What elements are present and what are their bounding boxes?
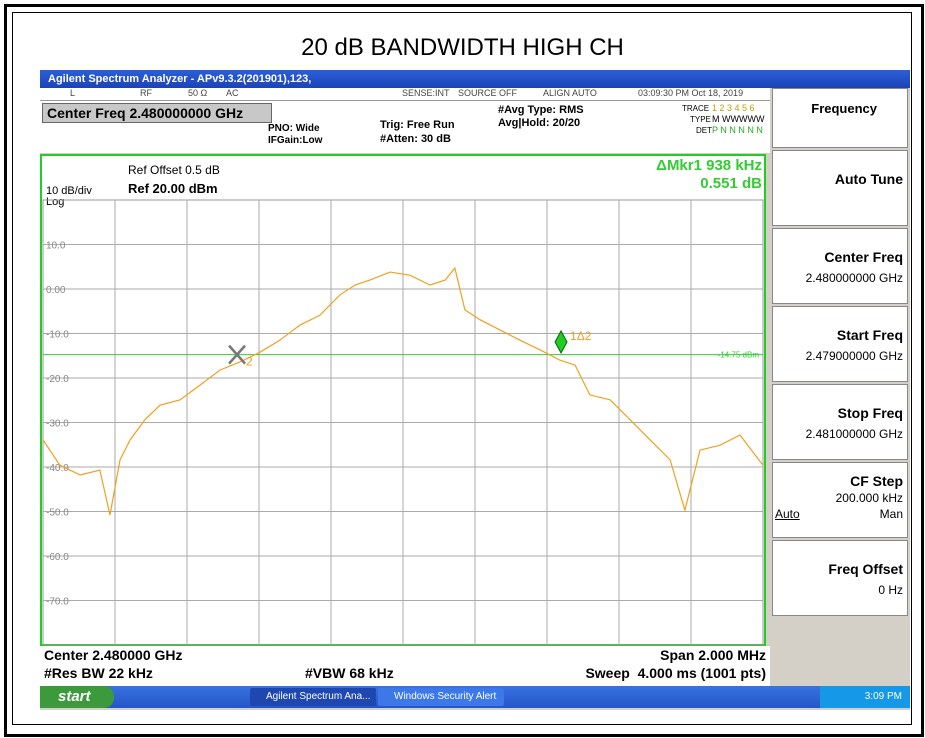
marker-delta: 0.551 dB bbox=[700, 175, 762, 192]
status: 50 Ω bbox=[188, 88, 208, 98]
bottom-info: Center 2.480000 GHz Span 2.000 MHz #Res … bbox=[40, 646, 770, 686]
status: ALIGN AUTO bbox=[543, 88, 597, 98]
softkey-auto: Auto bbox=[775, 507, 800, 521]
marker bbox=[228, 344, 246, 365]
center-freq: Center Freq 2.480000000 GHz bbox=[42, 103, 272, 123]
trace: 1 2 3 4 5 6 bbox=[712, 103, 755, 113]
y-tick-label: -70.0 bbox=[46, 597, 69, 608]
softkey[interactable]: Center Freq 2.480000000 GHz bbox=[772, 228, 908, 304]
det: P N N N N N bbox=[712, 125, 763, 135]
marker-readout: ΔMkr1 938 kHz bbox=[656, 157, 762, 174]
clock: 3:09 PM bbox=[820, 686, 910, 708]
spectrum-plot: Ref Offset 0.5 dB 10 dB/div Log Ref 20.0… bbox=[40, 154, 766, 646]
display-line-label: -14.75 dBm bbox=[718, 351, 760, 360]
trig: Trig: Free Run bbox=[380, 119, 455, 131]
y-tick-label: -60.0 bbox=[46, 552, 69, 563]
softkey-value: 2.481000000 GHz bbox=[805, 427, 903, 441]
page-title: 20 dB BANDWIDTH HIGH CH bbox=[301, 34, 624, 61]
softkey-value: 0 Hz bbox=[878, 583, 903, 597]
status: 03:09:30 PM Oct 18, 2019 bbox=[638, 88, 744, 98]
y-tick-label: -50.0 bbox=[46, 508, 69, 519]
y-tick-label: -30.0 bbox=[46, 419, 69, 430]
avg-hold: Avg|Hold: 20/20 bbox=[498, 117, 581, 129]
softkey-value: 200.000 kHz bbox=[835, 491, 903, 505]
scale: 10 dB/div bbox=[46, 185, 92, 197]
softkey-man: Man bbox=[879, 507, 903, 521]
status: L bbox=[70, 88, 76, 98]
marker bbox=[554, 329, 568, 354]
title-bar: Agilent Spectrum Analyzer - APv9.3.2(201… bbox=[40, 70, 910, 88]
softkey-value: 2.479000000 GHz bbox=[805, 349, 903, 363]
softkey-value: 2.480000000 GHz bbox=[805, 271, 903, 285]
status: AC bbox=[226, 88, 239, 98]
pno: PNO: Wide bbox=[268, 123, 320, 134]
softkey-label: Center Freq bbox=[824, 249, 903, 265]
center: Center 2.480000 GHz bbox=[44, 647, 183, 663]
y-tick-label: -40.0 bbox=[46, 463, 69, 474]
softkey[interactable]: Start Freq 2.479000000 GHz bbox=[772, 306, 908, 382]
start-button[interactable]: start bbox=[40, 686, 114, 708]
status: SENSE:INT bbox=[402, 88, 450, 98]
softkey-label: Start Freq bbox=[836, 327, 903, 343]
softkey-label: Freq Offset bbox=[828, 561, 903, 577]
softkey-label: Frequency bbox=[811, 101, 877, 116]
status: RF bbox=[140, 88, 152, 98]
status-bar: L RF 50 Ω AC SENSE:INT SOURCE OFF ALIGN … bbox=[40, 88, 770, 101]
trace bbox=[42, 266, 764, 516]
task-button[interactable]: Agilent Spectrum Ana... bbox=[250, 688, 376, 706]
sweep: Sweep 4.000 ms (1001 pts) bbox=[585, 665, 766, 681]
span: Span 2.000 MHz bbox=[660, 647, 766, 663]
status: SOURCE OFF bbox=[458, 88, 518, 98]
softkey[interactable]: Auto Tune bbox=[772, 150, 908, 226]
task-button[interactable]: Windows Security Alert bbox=[378, 688, 504, 706]
frame-inner bbox=[12, 12, 912, 725]
taskbar: start Agilent Spectrum Ana... Windows Se… bbox=[40, 686, 910, 708]
type: M WWWWW bbox=[712, 114, 765, 124]
softkey[interactable]: Stop Freq 2.481000000 GHz bbox=[772, 384, 908, 460]
marker-label: 2 bbox=[246, 355, 253, 369]
trace-label: TRACE bbox=[682, 104, 710, 113]
avg-type: #Avg Type: RMS bbox=[498, 104, 584, 116]
vbw: #VBW 68 kHz bbox=[305, 665, 394, 681]
frame bbox=[4, 4, 924, 737]
y-tick-label: 0.00 bbox=[46, 285, 66, 296]
y-tick-label: -20.0 bbox=[46, 374, 69, 385]
det-label: DET bbox=[696, 126, 712, 135]
softkey-label: Stop Freq bbox=[837, 405, 903, 421]
ref-offset: Ref Offset 0.5 dB bbox=[128, 163, 220, 177]
y-tick-label: -10.0 bbox=[46, 330, 69, 341]
scale-type: Log bbox=[46, 196, 64, 208]
type-label: TYPE bbox=[690, 115, 711, 124]
softkey-label: Auto Tune bbox=[834, 171, 903, 187]
header: Center Freq 2.480000000 GHz PNO: Wide IF… bbox=[40, 101, 770, 153]
ref-level: Ref 20.00 dBm bbox=[128, 181, 218, 196]
softkey-label: CF Step bbox=[850, 473, 903, 489]
rbw: #Res BW 22 kHz bbox=[44, 665, 153, 681]
softkey[interactable]: Freq Offset 0 Hz bbox=[772, 540, 908, 616]
ifgain: IFGain:Low bbox=[268, 135, 323, 146]
y-tick-label: 10.0 bbox=[46, 241, 66, 252]
atten: #Atten: 30 dB bbox=[380, 133, 451, 145]
marker-label: 1Δ2 bbox=[570, 329, 592, 343]
softkey[interactable]: CF Step 200.000 kHz Auto Man bbox=[772, 462, 908, 538]
softkey-title: Frequency bbox=[772, 88, 908, 148]
